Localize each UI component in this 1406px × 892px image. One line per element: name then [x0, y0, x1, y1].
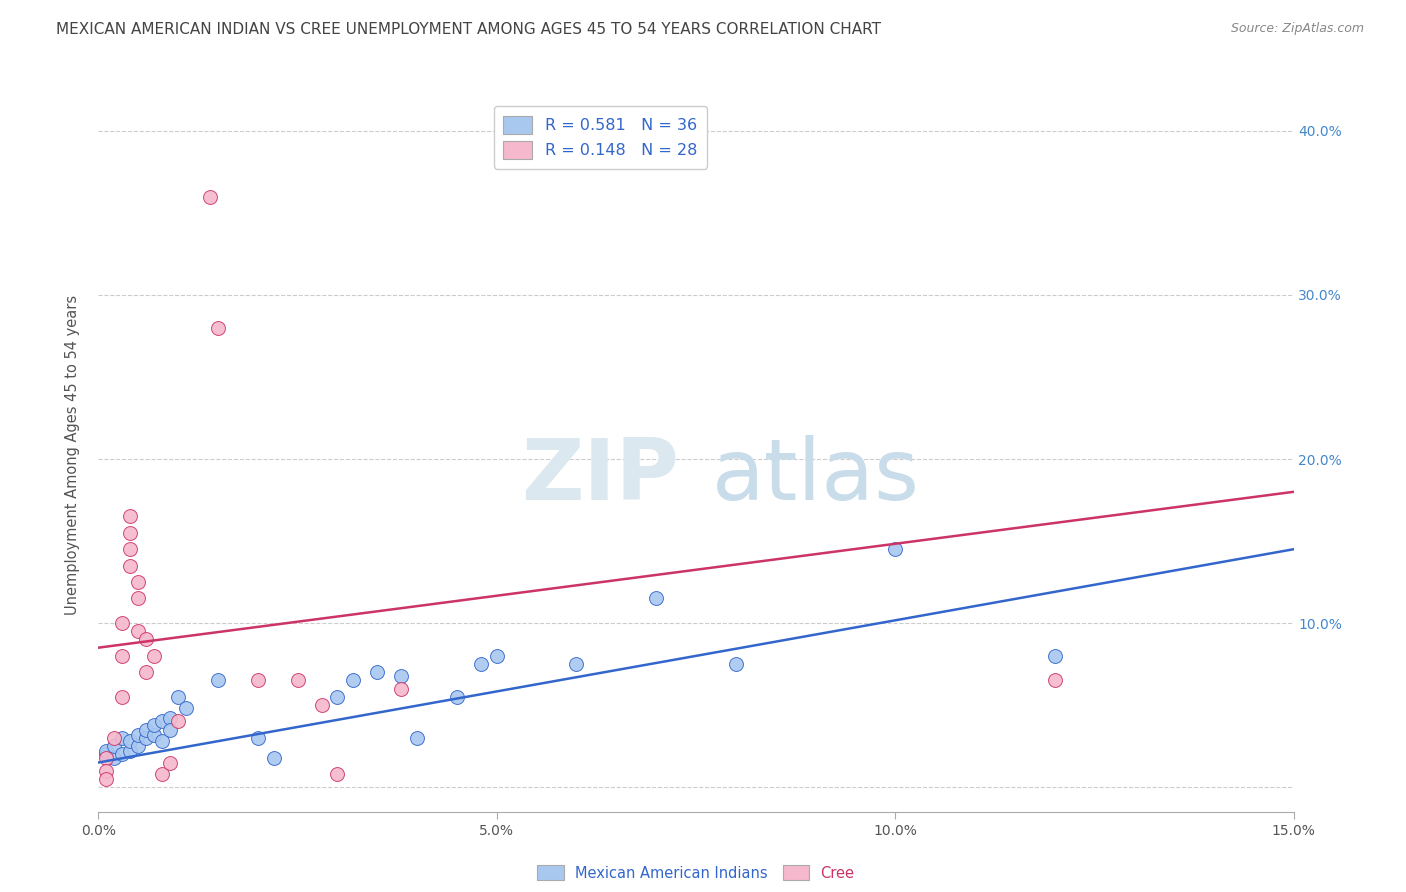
Point [1043, 648, 1066, 663]
Point [135, 723, 157, 737]
Point [111, 616, 134, 631]
Point [111, 648, 134, 663]
Point [366, 665, 388, 680]
Point [127, 728, 149, 742]
Point [103, 750, 125, 764]
Point [135, 731, 157, 745]
Point [389, 668, 412, 682]
Point [120, 744, 142, 758]
Point [406, 731, 429, 745]
Point [96, 744, 118, 758]
Point [884, 542, 907, 557]
Point [120, 734, 142, 748]
Point [326, 767, 349, 781]
Point [174, 701, 197, 715]
Text: Source: ZipAtlas.com: Source: ZipAtlas.com [1230, 22, 1364, 36]
Point [120, 509, 142, 524]
Point [143, 728, 166, 742]
Point [96, 764, 118, 778]
Point [127, 739, 149, 753]
Point [470, 657, 492, 671]
Point [342, 673, 364, 688]
Point [485, 648, 508, 663]
Point [565, 657, 588, 671]
Point [198, 189, 221, 203]
Point [207, 320, 229, 334]
Point [120, 542, 142, 557]
Point [120, 525, 142, 540]
Legend: Mexican American Indians, Cree: Mexican American Indians, Cree [531, 859, 860, 887]
Point [645, 591, 668, 606]
Point [1043, 673, 1066, 688]
Point [103, 739, 125, 753]
Text: ZIP: ZIP [522, 434, 679, 518]
Point [150, 714, 173, 729]
Point [446, 690, 468, 704]
Point [207, 673, 229, 688]
Point [111, 690, 134, 704]
Point [287, 673, 309, 688]
Point [150, 767, 173, 781]
Point [263, 750, 285, 764]
Point [724, 657, 747, 671]
Text: atlas: atlas [711, 434, 920, 518]
Point [167, 714, 190, 729]
Point [96, 750, 118, 764]
Point [389, 681, 412, 696]
Point [246, 673, 269, 688]
Point [246, 731, 269, 745]
Point [127, 624, 149, 639]
Point [103, 731, 125, 745]
Point [311, 698, 333, 712]
Point [135, 665, 157, 680]
Point [111, 731, 134, 745]
Point [150, 734, 173, 748]
Point [159, 711, 181, 725]
Point [159, 723, 181, 737]
Point [159, 756, 181, 770]
Point [143, 718, 166, 732]
Point [96, 747, 118, 762]
Point [111, 747, 134, 762]
Point [127, 591, 149, 606]
Point [143, 648, 166, 663]
Y-axis label: Unemployment Among Ages 45 to 54 years: Unemployment Among Ages 45 to 54 years [65, 295, 80, 615]
Point [326, 690, 349, 704]
Text: MEXICAN AMERICAN INDIAN VS CREE UNEMPLOYMENT AMONG AGES 45 TO 54 YEARS CORRELATI: MEXICAN AMERICAN INDIAN VS CREE UNEMPLOY… [56, 22, 882, 37]
Point [167, 690, 190, 704]
Point [127, 575, 149, 590]
Point [135, 632, 157, 647]
Point [96, 772, 118, 786]
Point [120, 558, 142, 573]
